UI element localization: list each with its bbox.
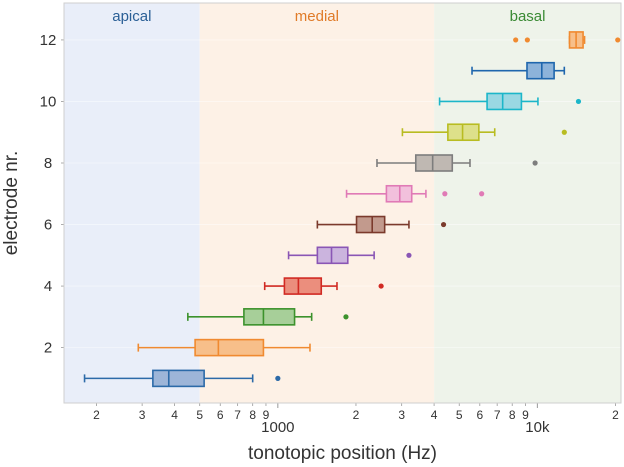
outlier-point bbox=[343, 314, 349, 320]
x-minor-tick-label: 5 bbox=[196, 408, 203, 422]
outlier-point bbox=[479, 191, 485, 197]
x-minor-tick-label: 8 bbox=[509, 408, 516, 422]
iqr-box bbox=[316, 246, 349, 265]
y-tick-label: 2 bbox=[44, 340, 52, 357]
iqr-box bbox=[355, 215, 386, 234]
x-minor-tick-label: 2 bbox=[353, 408, 360, 422]
y-tick-label: 4 bbox=[44, 278, 52, 295]
iqr-box bbox=[526, 61, 555, 80]
outlier-point bbox=[524, 37, 530, 43]
x-axis-label: tonotopic position (Hz) bbox=[248, 443, 437, 464]
iqr-box bbox=[414, 154, 454, 172]
y-tick-label: 6 bbox=[44, 217, 52, 234]
region-label-medial: medial bbox=[295, 8, 339, 25]
electrode-1-box-group bbox=[83, 369, 281, 388]
electrode-10-box-group bbox=[438, 92, 582, 111]
x-major-tick-label: 1000 bbox=[261, 419, 294, 436]
outlier-point bbox=[275, 375, 281, 381]
outlier-point bbox=[440, 221, 447, 228]
y-axis-ticks: 2 4 6 8 10 12 bbox=[40, 32, 64, 357]
x-minor-tick-label: 9 bbox=[263, 408, 270, 422]
x-minor-tick-label: 3 bbox=[139, 408, 146, 422]
outlier-point bbox=[406, 252, 412, 258]
outlier-point bbox=[532, 160, 538, 166]
region-label-apical: apical bbox=[112, 8, 151, 25]
iqr-box bbox=[486, 92, 523, 111]
x-minor-tick-label: 4 bbox=[431, 408, 438, 422]
region-backgrounds: apical medial basal bbox=[64, 3, 621, 403]
electrode-7-box-group bbox=[345, 184, 485, 203]
electrode-8-box-group bbox=[376, 154, 538, 172]
x-minor-tick-label: 9 bbox=[522, 408, 529, 422]
y-tick-label: 12 bbox=[40, 32, 57, 49]
x-minor-tick-label: 5 bbox=[456, 408, 463, 422]
outlier-point bbox=[442, 191, 448, 197]
iqr-box bbox=[243, 308, 296, 326]
electrode-4-box-group bbox=[263, 277, 384, 295]
x-minor-tick-label: 3 bbox=[398, 408, 405, 422]
electrode-12-box-group bbox=[513, 31, 621, 49]
electrode-5-box-group bbox=[287, 246, 412, 265]
region-medial bbox=[199, 3, 435, 403]
outlier-point bbox=[513, 37, 519, 43]
x-minor-tick-label: 2 bbox=[93, 408, 100, 422]
y-axis-label: electrode nr. bbox=[1, 151, 22, 256]
electrode-6-box-group bbox=[316, 215, 447, 234]
iqr-box bbox=[194, 338, 265, 357]
electrode-9-box-group bbox=[401, 123, 567, 142]
x-minor-tick-label: 6 bbox=[476, 408, 483, 422]
x-minor-tick-label: 7 bbox=[494, 408, 501, 422]
electrode-3-box-group bbox=[187, 308, 349, 326]
outlier-point bbox=[615, 37, 621, 43]
x-minor-tick-label: 8 bbox=[249, 408, 256, 422]
y-tick-label: 8 bbox=[44, 155, 52, 172]
x-minor-tick-label: 4 bbox=[171, 408, 178, 422]
y-tick-label: 10 bbox=[40, 93, 57, 110]
iqr-box bbox=[283, 277, 323, 295]
electrode-11-box-group bbox=[471, 61, 566, 80]
x-major-tick-label: 10k bbox=[525, 419, 550, 436]
electrode-boxes bbox=[83, 31, 621, 388]
outlier-point bbox=[575, 98, 582, 105]
x-minor-tick-label: 7 bbox=[234, 408, 241, 422]
region-label-basal: basal bbox=[510, 8, 546, 25]
region-apical bbox=[64, 3, 200, 403]
iqr-box bbox=[152, 369, 205, 388]
outlier-point bbox=[378, 283, 384, 289]
plot-frame bbox=[63, 2, 622, 404]
x-minor-tick-label: 2 bbox=[612, 408, 619, 422]
x-minor-tick-label: 6 bbox=[217, 408, 224, 422]
electrode-2-box-group bbox=[137, 338, 311, 357]
outlier-point bbox=[561, 129, 567, 135]
